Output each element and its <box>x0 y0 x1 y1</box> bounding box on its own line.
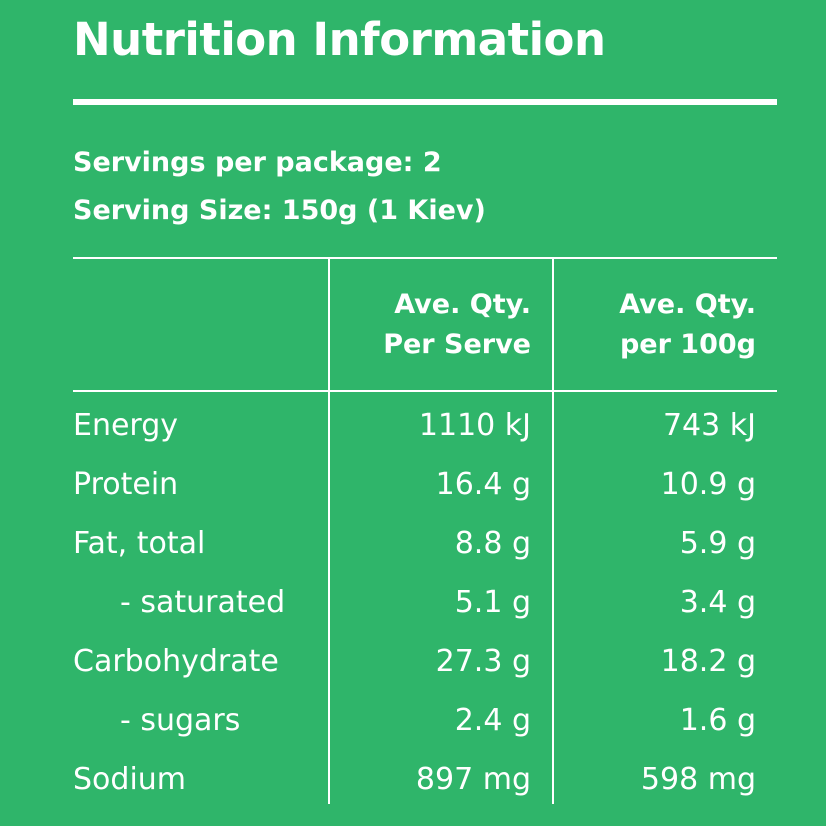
header-per-100g-line-2: per 100g <box>619 329 756 360</box>
row-label: Protein <box>73 467 179 502</box>
table-header-rule <box>73 390 777 392</box>
row-per-100g: 5.9 g <box>679 526 756 561</box>
column-divider-2 <box>552 258 554 804</box>
serving-size: Serving Size: 150g (1 Kiev) <box>73 195 486 226</box>
row-label: - sugars <box>120 703 241 738</box>
row-label: - saturated <box>120 585 286 620</box>
servings-per-package: Servings per package: 2 <box>73 147 442 178</box>
table-row-saturated: - saturated 5.1 g 3.4 g <box>73 573 777 632</box>
row-per-100g: 3.4 g <box>679 585 756 620</box>
table-top-rule <box>73 257 777 259</box>
table-row-sugars: - sugars 2.4 g 1.6 g <box>73 691 777 750</box>
row-label: Energy <box>73 408 179 443</box>
table-row-energy: Energy 1110 kJ 743 kJ <box>73 396 777 455</box>
row-label: Fat, total <box>73 526 206 561</box>
row-per-serve: 5.1 g <box>454 585 531 620</box>
row-label: Carbohydrate <box>73 644 279 679</box>
column-divider-1 <box>328 258 330 804</box>
page-title: Nutrition Information <box>73 13 606 66</box>
row-per-serve: 2.4 g <box>454 703 531 738</box>
nutrition-panel: Nutrition Information Servings per packa… <box>73 0 777 826</box>
row-per-serve: 8.8 g <box>454 526 531 561</box>
header-per-100g-line-1: Ave. Qty. <box>619 289 756 320</box>
row-per-100g: 18.2 g <box>660 644 756 679</box>
row-per-100g: 1.6 g <box>679 703 756 738</box>
row-per-100g: 743 kJ <box>662 408 756 443</box>
table-row-protein: Protein 16.4 g 10.9 g <box>73 455 777 514</box>
header-per-serve-line-2: Per Serve <box>383 329 531 360</box>
row-per-serve: 16.4 g <box>435 467 531 502</box>
row-label: Sodium <box>73 762 187 797</box>
title-divider <box>73 99 777 105</box>
row-per-serve: 1110 kJ <box>418 408 531 443</box>
row-per-serve: 897 mg <box>415 762 531 797</box>
header-per-100g: Ave. Qty. per 100g <box>619 285 756 365</box>
header-per-serve: Ave. Qty. Per Serve <box>383 285 531 365</box>
row-per-serve: 27.3 g <box>435 644 531 679</box>
table-row-sodium: Sodium 897 mg 598 mg <box>73 750 777 809</box>
header-per-serve-line-1: Ave. Qty. <box>394 289 531 320</box>
table-row-fat-total: Fat, total 8.8 g 5.9 g <box>73 514 777 573</box>
row-per-100g: 598 mg <box>640 762 756 797</box>
table-row-carbohydrate: Carbohydrate 27.3 g 18.2 g <box>73 632 777 691</box>
row-per-100g: 10.9 g <box>660 467 756 502</box>
